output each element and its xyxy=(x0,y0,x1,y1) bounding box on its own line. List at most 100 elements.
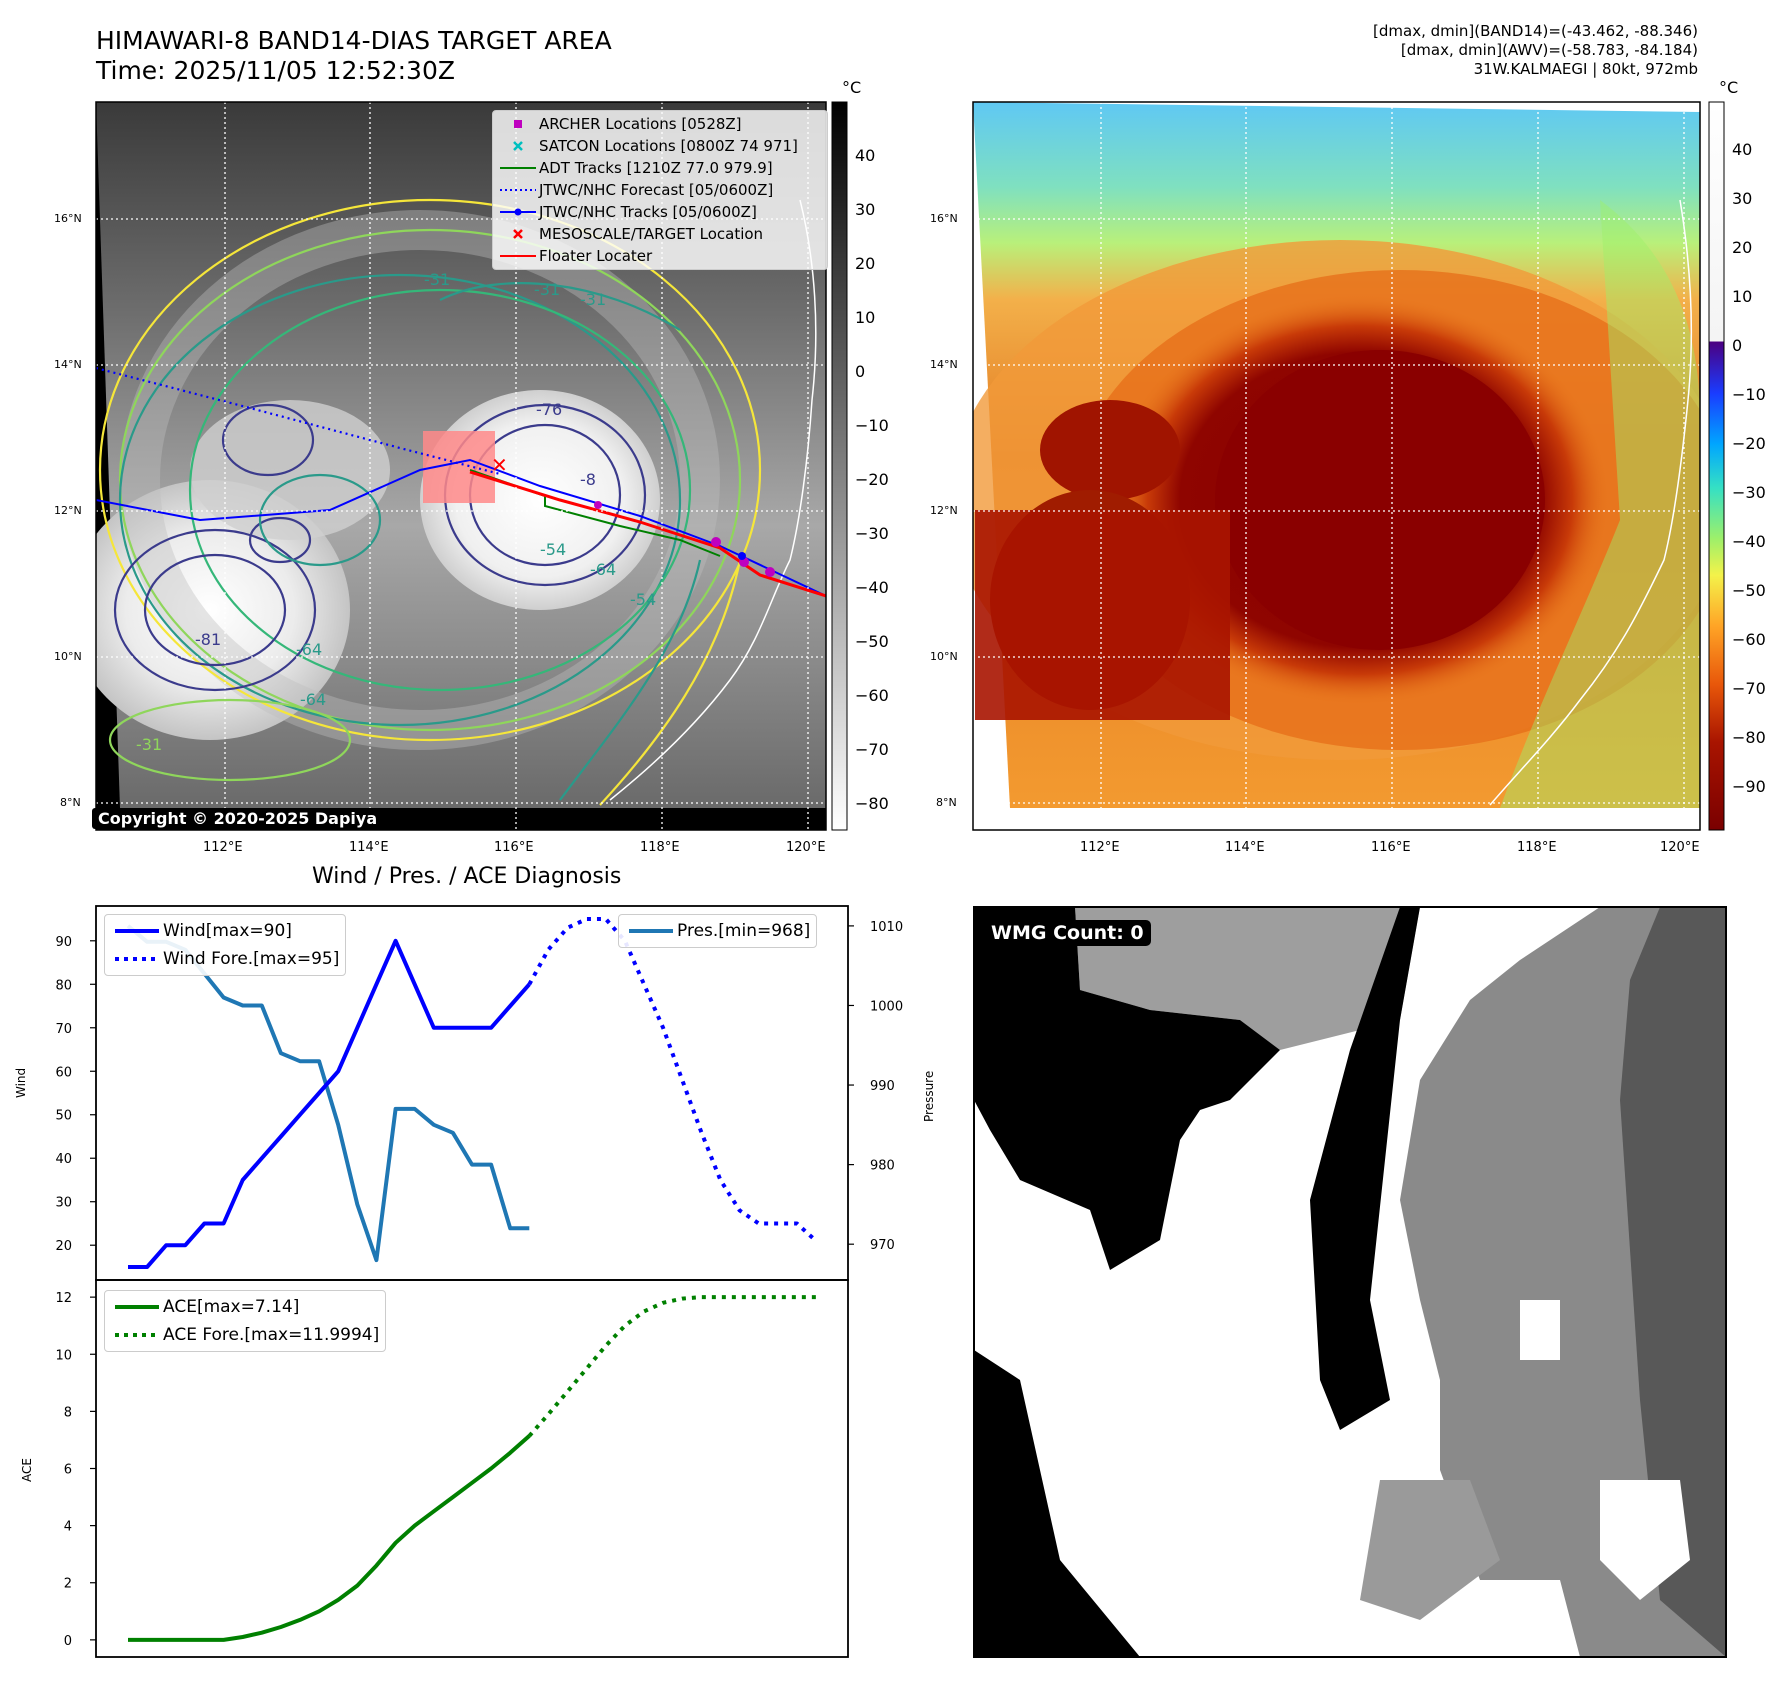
y-tick-label: 2 xyxy=(64,1577,72,1592)
colorbar-tick: −40 xyxy=(855,578,889,597)
ir-lon-tick: 120°E xyxy=(786,840,826,855)
awv-lon-tick: 120°E xyxy=(1660,840,1700,855)
info-band14-range: [dmax, dmin](BAND14)=(-43.462, -88.346) xyxy=(1373,22,1698,40)
y2-tick-label: 1000 xyxy=(870,999,903,1014)
dotted-line-icon xyxy=(115,1333,159,1337)
contour-label: -64 xyxy=(296,640,323,659)
line-icon xyxy=(500,255,536,257)
ir-lon-tick: 112°E xyxy=(203,840,243,855)
awv-lat-tick: 8°N xyxy=(936,796,957,809)
legend-adt: ADT Tracks [1210Z 77.0 979.9] xyxy=(497,157,823,179)
awv-panel-frame xyxy=(972,101,1701,831)
dotted-line-icon xyxy=(500,189,536,191)
colorbar-tick: −60 xyxy=(855,686,889,705)
line-icon xyxy=(500,167,536,169)
ace-legend: ACE[max=7.14] ACE Fore.[max=11.9994] xyxy=(104,1290,387,1352)
y-tick-label: 10 xyxy=(55,1348,72,1363)
colorbar-tick: −30 xyxy=(1732,483,1766,502)
legend-satcon: SATCON Locations [0800Z 74 971] xyxy=(497,135,823,157)
legend-label: ACE[max=7.14] xyxy=(163,1297,300,1317)
colorbar-tick: 40 xyxy=(1732,140,1753,159)
y2-tick-label: 990 xyxy=(870,1079,895,1094)
wmg-panel-frame xyxy=(973,906,1727,1658)
x-marker-icon xyxy=(513,229,523,239)
colorbar-tick: −60 xyxy=(1732,630,1766,649)
colorbar-tick: −70 xyxy=(855,740,889,759)
wind-pressure-chart: 20 30 40 50 60 70 80 90 970 980 990 1000 1010 xyxy=(55,917,903,1269)
legend-wind-forecast: Wind Fore.[max=95] xyxy=(111,945,339,973)
contour-label: -64 xyxy=(590,560,617,579)
band14-colorbar xyxy=(831,101,848,831)
colorbar-tick: −50 xyxy=(1732,581,1766,600)
colorbar-tick: −40 xyxy=(1732,532,1766,551)
ir-lon-tick: 118°E xyxy=(640,840,680,855)
legend-label: Wind Fore.[max=95] xyxy=(163,949,340,969)
colorbar-tick: −20 xyxy=(855,470,889,489)
ir-lat-tick: 16°N xyxy=(54,212,82,225)
colorbar-tick: −10 xyxy=(855,416,889,435)
awv-imagery-panel xyxy=(973,102,1700,830)
legend-label: ARCHER Locations [0528Z] xyxy=(539,115,742,133)
wind-axis-label: Wind xyxy=(14,1067,28,1098)
svg-text:✕: ✕ xyxy=(491,453,508,477)
y-tick-label: 60 xyxy=(55,1065,72,1080)
y-tick-label: 40 xyxy=(55,1152,72,1167)
contour-label: -54 xyxy=(630,590,657,609)
legend-label: JTWC/NHC Forecast [05/0600Z] xyxy=(539,181,774,199)
square-marker-icon xyxy=(514,120,522,128)
series-line-wind xyxy=(128,938,531,1269)
line-icon xyxy=(115,1305,159,1309)
legend-pressure: Pres.[min=968] xyxy=(625,917,810,945)
awv-lon-tick: 116°E xyxy=(1371,840,1411,855)
legend-label: ADT Tracks [1210Z 77.0 979.9] xyxy=(539,159,773,177)
contour-label: -54 xyxy=(540,540,567,559)
legend-archer: ARCHER Locations [0528Z] xyxy=(497,113,823,135)
colorbar-tick: −80 xyxy=(1732,728,1766,747)
colorbar-tick: 10 xyxy=(855,308,876,327)
y2-tick-label: 970 xyxy=(870,1238,895,1253)
y-tick-label: 30 xyxy=(55,1196,72,1211)
pressure-axis-label: Pressure xyxy=(922,1070,936,1122)
legend-label: MESOSCALE/TARGET Location xyxy=(539,225,764,243)
contour-label: -31 xyxy=(534,280,561,299)
contour-label: -64 xyxy=(300,690,327,709)
colorbar-tick: 30 xyxy=(855,200,876,219)
info-storm: 31W.KALMAEGI | 80kt, 972mb xyxy=(1473,60,1698,78)
colorbar-tick: −30 xyxy=(855,524,889,543)
figure-title: HIMAWARI-8 BAND14-DIAS TARGET AREA xyxy=(96,26,612,55)
legend-ace-forecast: ACE Fore.[max=11.9994] xyxy=(111,1321,379,1349)
awv-gridlines xyxy=(973,102,1700,830)
y2-tick-label: 1010 xyxy=(870,920,903,935)
colorbar-unit: °C xyxy=(842,78,862,97)
ir-lat-tick: 10°N xyxy=(54,650,82,663)
colorbar-tick: 30 xyxy=(1732,189,1753,208)
map-legend: ARCHER Locations [0528Z] SATCON Location… xyxy=(492,110,828,270)
colorbar-tick: 10 xyxy=(1732,287,1753,306)
series-line-pres- xyxy=(126,924,530,1263)
contour-label: -31 xyxy=(424,270,451,289)
y-tick-label: 4 xyxy=(64,1520,72,1535)
y-tick-label: 12 xyxy=(55,1291,72,1306)
colorbar-tick: 0 xyxy=(1732,336,1743,355)
y-tick-label: 50 xyxy=(55,1109,72,1124)
colorbar-tick: 20 xyxy=(855,254,876,273)
line-icon xyxy=(629,929,673,933)
dotted-line-icon xyxy=(115,957,159,961)
wind-legend: Wind[max=90] Wind Fore.[max=95] xyxy=(104,914,347,976)
awv-colorbar xyxy=(1708,101,1725,831)
figure-time: Time: 2025/11/05 12:52:30Z xyxy=(96,56,455,85)
colorbar-tick: −90 xyxy=(1732,777,1766,796)
colorbar-tick: −20 xyxy=(1732,434,1766,453)
ir-lon-tick: 116°E xyxy=(494,840,534,855)
legend-label: Wind[max=90] xyxy=(163,921,292,941)
awv-lat-tick: 12°N xyxy=(930,504,958,517)
legend-jtwc-forecast: JTWC/NHC Forecast [05/0600Z] xyxy=(497,179,823,201)
y-tick-label: 20 xyxy=(55,1239,72,1254)
colorbar-tick: 0 xyxy=(855,362,866,381)
ir-lon-tick: 114°E xyxy=(349,840,389,855)
y-tick-label: 70 xyxy=(55,1022,72,1037)
awv-lon-tick: 114°E xyxy=(1225,840,1265,855)
ir-lat-tick: 12°N xyxy=(54,504,82,517)
copyright-badge: Copyright © 2020-2025 Dapiya xyxy=(92,808,384,829)
